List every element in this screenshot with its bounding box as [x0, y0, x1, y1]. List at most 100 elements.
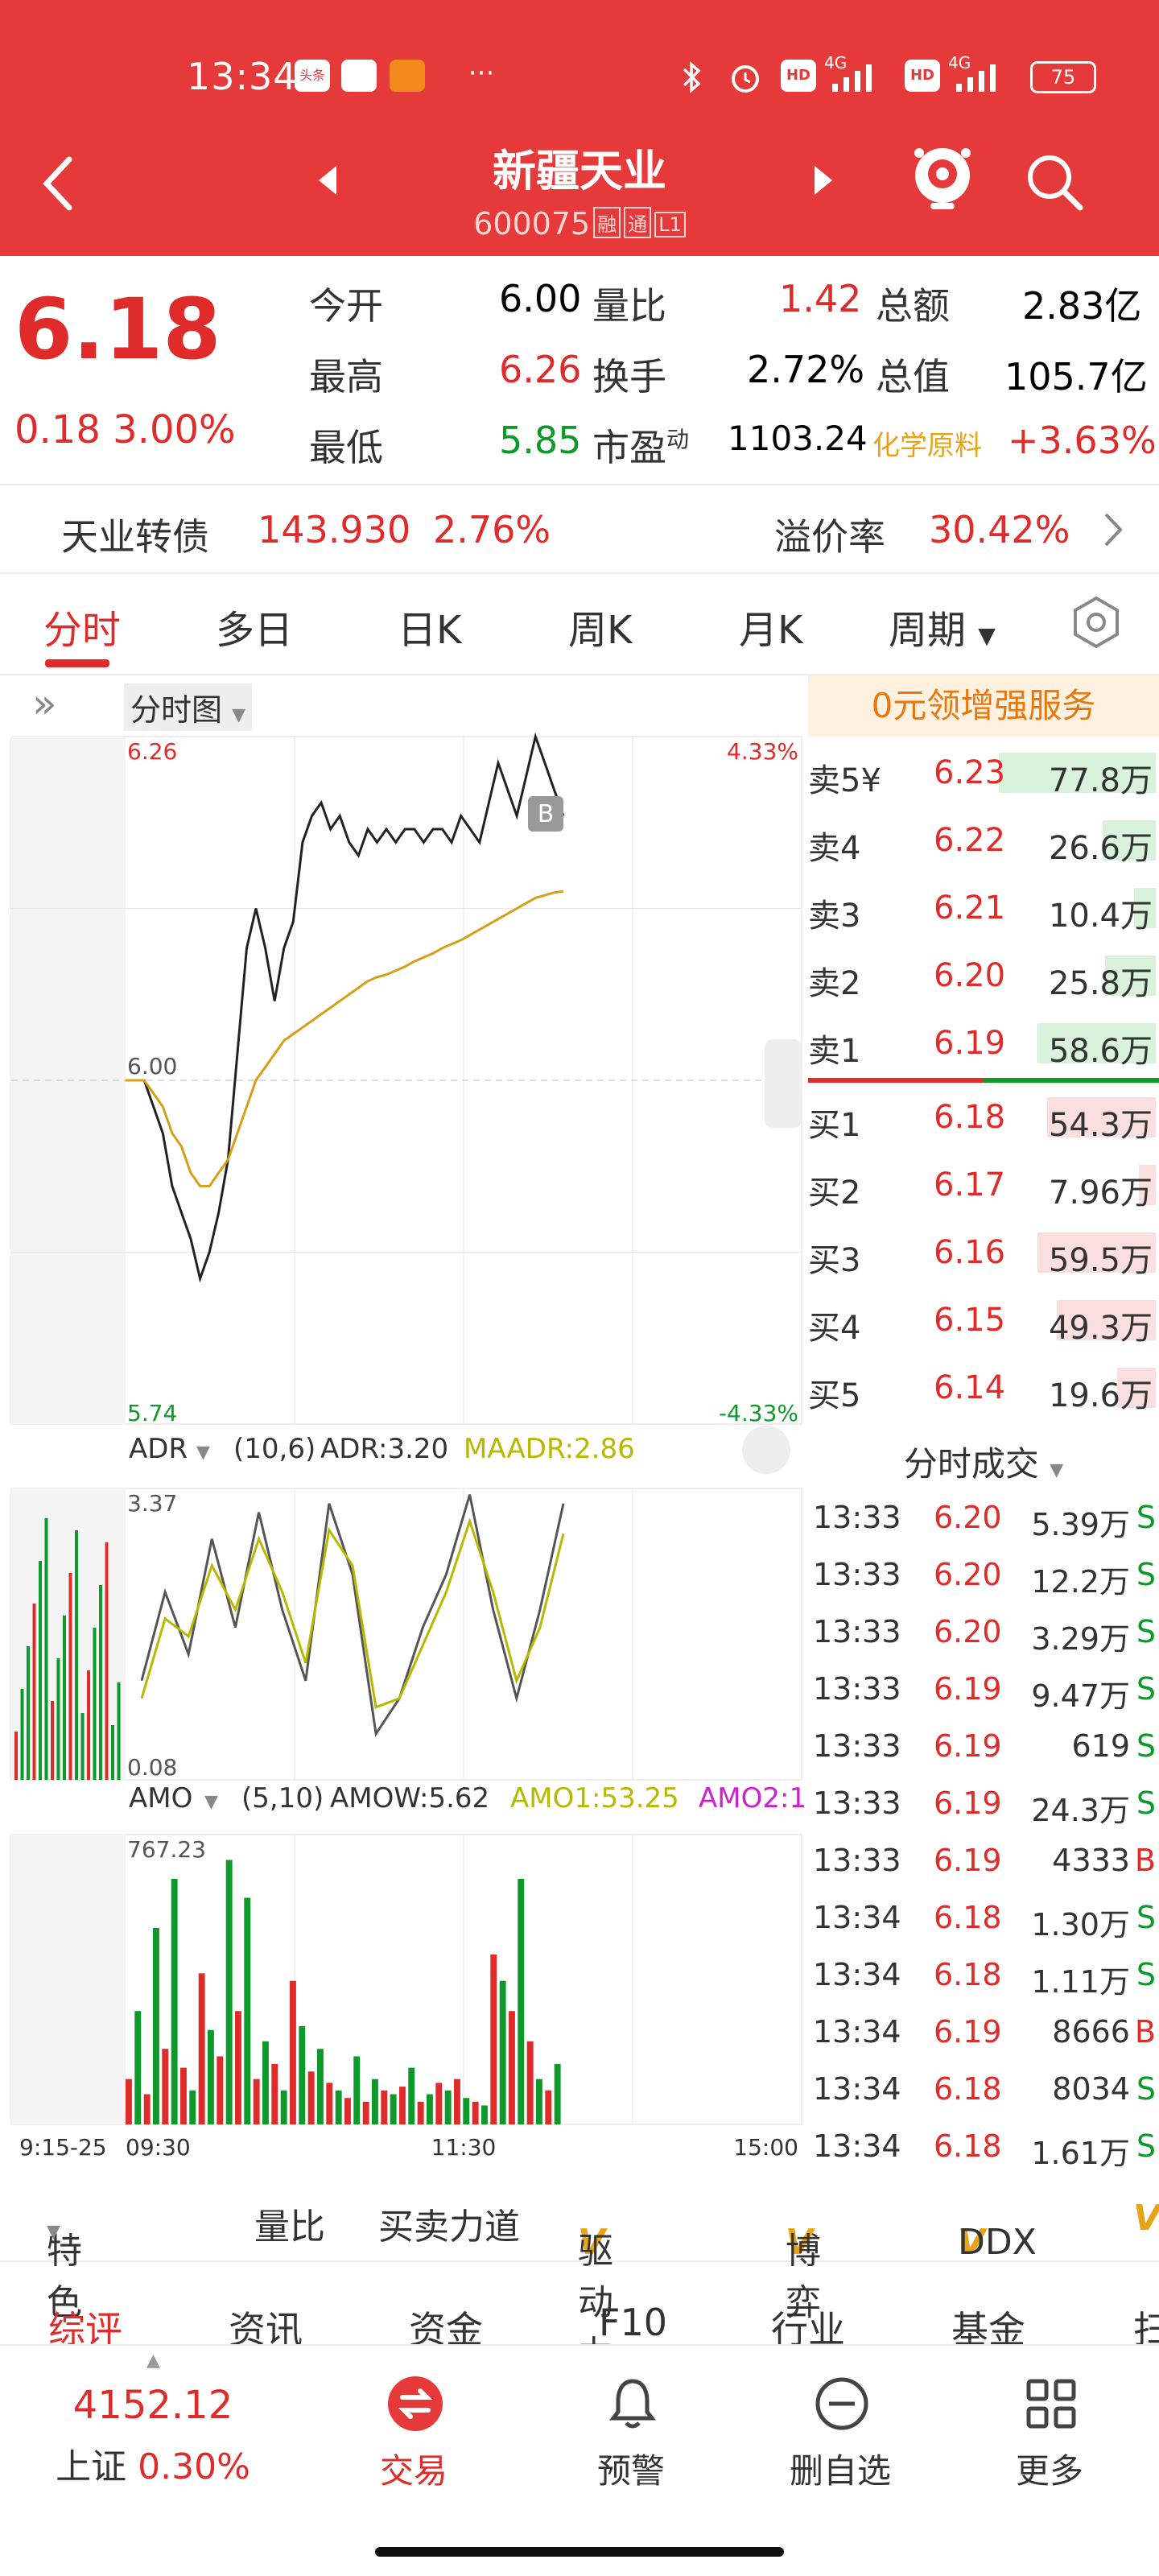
- hd-badge-2: HD: [905, 60, 940, 92]
- pct-label-high: 4.33%: [727, 738, 798, 765]
- tab-monthly-k[interactable]: 月K: [739, 608, 803, 653]
- bid-row[interactable]: 买1 6.18 54.3万: [808, 1088, 1159, 1152]
- x-tick-open: 09:30: [126, 2134, 191, 2161]
- premarket-bar: [117, 1682, 121, 1780]
- trade-price: 6.20: [934, 1557, 1002, 1592]
- chart-type-select[interactable]: 分时图 ▼: [124, 683, 253, 731]
- trades-title-row[interactable]: 分时成交 ▼: [808, 1437, 1159, 1486]
- trade-time: 13:33: [813, 1614, 901, 1649]
- subnav-fund[interactable]: 基金: [951, 2308, 1025, 2344]
- trade-side: S: [1136, 2071, 1156, 2107]
- trade-row: 13:34 6.19 8666 B: [808, 2004, 1159, 2061]
- volume-bar: [999, 753, 1156, 793]
- trade-time: 13:34: [813, 2128, 901, 2164]
- side-handle: [765, 1039, 802, 1128]
- search-icon[interactable]: [1022, 150, 1087, 214]
- amo-bar: [472, 2101, 479, 2124]
- ask-row[interactable]: 卖1 6.19 58.6万: [808, 1013, 1159, 1078]
- sector-change: +3.63%: [1008, 419, 1157, 462]
- subnav-f10[interactable]: F10: [599, 2301, 667, 2344]
- trade-side: B: [1134, 2014, 1156, 2050]
- trade-price: 6.19: [934, 1785, 1002, 1821]
- subnav-summary[interactable]: 综评: [48, 2308, 122, 2344]
- volume-bar: [1037, 1232, 1156, 1273]
- amo-bar: [353, 2056, 361, 2124]
- amo-bar: [372, 2079, 378, 2124]
- trades-title: 分时成交: [903, 1444, 1039, 1484]
- subnav-funds[interactable]: 资金: [409, 2308, 483, 2344]
- subnav-more[interactable]: 扫: [1133, 2308, 1159, 2344]
- bid-row[interactable]: 买2 6.17 7.96万: [808, 1155, 1159, 1220]
- back-icon[interactable]: [37, 151, 85, 216]
- premarket-bar: [56, 1658, 60, 1780]
- level-price: 6.14: [934, 1369, 1006, 1406]
- send-app-icon: [390, 60, 425, 92]
- mascot-icon[interactable]: [908, 143, 977, 213]
- trade-button[interactable]: 交易: [333, 2346, 494, 2499]
- tab-intraday[interactable]: 分时: [43, 608, 122, 653]
- tab-daily-k[interactable]: 日K: [398, 608, 462, 653]
- subnav-industry[interactable]: 行业: [771, 2308, 845, 2344]
- trade-volume: 12.2万: [1031, 1564, 1130, 1600]
- amo-bar: [153, 1928, 159, 2124]
- period-tabs: 分时 多日 日K 周K 月K 周期 ▼: [0, 574, 1159, 675]
- amo-bar: [299, 2026, 306, 2124]
- more-label: 更多: [1015, 2451, 1083, 2491]
- ask-row[interactable]: 卖2 6.20 25.8万: [808, 946, 1159, 1010]
- x-tick-premarket: 9:15-25: [19, 2134, 107, 2161]
- bid-row[interactable]: 买4 6.15 49.3万: [808, 1290, 1159, 1355]
- amo-bar: [490, 1954, 497, 2124]
- expand-icon[interactable]: »: [32, 680, 57, 727]
- trade-icon: [388, 2376, 443, 2431]
- convertible-bond-row[interactable]: 天业转债 143.930 2.76% 溢价率 30.42%: [0, 485, 1159, 574]
- amo-bar: [526, 2041, 534, 2124]
- tab-period[interactable]: 周期 ▼: [889, 598, 996, 654]
- chart-canvas[interactable]: 6.26 6.00 5.74 4.33% -4.33% B ADR ▼ (10,6) ADR:3.…: [0, 675, 805, 2165]
- tab-weekly-k[interactable]: 周K: [568, 608, 633, 653]
- sector-label[interactable]: 化学原料: [872, 430, 982, 462]
- amo-bar: [399, 2087, 406, 2124]
- trade-price: 6.18: [934, 2128, 1002, 2164]
- index-value: 4152.12: [72, 2383, 233, 2428]
- premium-label: 溢价率: [774, 515, 885, 559]
- remove-watchlist-button[interactable]: 删自选: [760, 2346, 921, 2499]
- trade-row: 13:33 6.20 12.2万 S: [808, 1547, 1159, 1604]
- amo-bar: [271, 2063, 278, 2124]
- bid-row[interactable]: 买5 6.14 19.6万: [808, 1358, 1159, 1422]
- turnover-value: 2.72%: [747, 348, 865, 391]
- indicator-more-vip[interactable]: V: [1133, 2198, 1159, 2239]
- more-button[interactable]: 更多: [969, 2346, 1130, 2499]
- promo-banner[interactable]: 0元领增强服务: [808, 675, 1159, 737]
- indicator-vol-ratio[interactable]: 量比: [254, 2207, 325, 2248]
- low-value: 5.85: [499, 419, 582, 462]
- alert-button[interactable]: 预警: [551, 2346, 711, 2499]
- bell-icon: [609, 2379, 656, 2429]
- ask-row[interactable]: 卖5¥ 6.23 77.8万: [808, 743, 1159, 807]
- amo-bar: [171, 1879, 178, 2124]
- subnav-news[interactable]: 资讯: [229, 2308, 303, 2344]
- home-indicator[interactable]: [375, 2547, 784, 2557]
- trade-side: S: [1136, 1500, 1156, 1535]
- index-ticker[interactable]: ▲ 4152.12 上证 0.30%: [32, 2346, 298, 2499]
- next-stock-icon[interactable]: [815, 166, 832, 195]
- ask-row[interactable]: 卖3 6.21 10.4万: [808, 878, 1159, 943]
- chevron-down-icon: ▼: [47, 2222, 60, 2242]
- prev-stock-icon[interactable]: [319, 166, 336, 195]
- x-tick-noon: 11:30: [431, 2134, 497, 2161]
- chevron-down-icon: ▼: [204, 1792, 218, 1812]
- bid-row[interactable]: 买3 6.16 59.5万: [808, 1223, 1159, 1287]
- signal-icon: [832, 64, 872, 92]
- level-label: 买3: [808, 1242, 861, 1279]
- indicator-buy-sell-force[interactable]: 买卖力道: [378, 2207, 520, 2248]
- amo-bar: [454, 2079, 460, 2124]
- tab-multiday[interactable]: 多日: [216, 608, 294, 653]
- ask-row[interactable]: 卖4 6.22 26.6万: [808, 811, 1159, 875]
- settings-icon[interactable]: [1069, 595, 1124, 650]
- tab-period-label: 周期: [889, 608, 967, 653]
- amo-bar: [307, 2071, 315, 2124]
- pe-label: 市盈动: [592, 419, 689, 472]
- amo-bar: [390, 2094, 397, 2124]
- trade-time: 13:33: [813, 1728, 901, 1764]
- high-label: 最高: [309, 355, 383, 398]
- chart-panel: » 分时图 ▼ 6.26 6.00 5.74 4.33% -4.33% B ADR ▼ (10,…: [0, 675, 805, 2165]
